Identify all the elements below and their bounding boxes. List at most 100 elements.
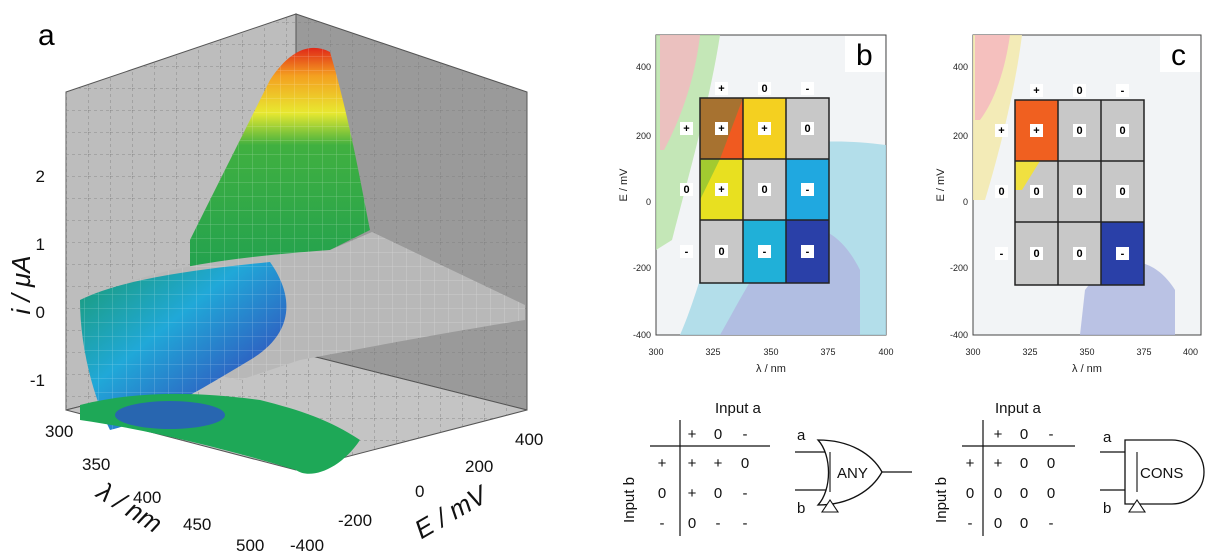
c-y-axis-label: E / mV: [935, 168, 947, 202]
table-b-row-3-head: -: [660, 515, 665, 532]
c-y-tick-400: 400: [953, 62, 968, 72]
cell-label-b-3-1: 0: [718, 246, 724, 258]
c-x-tick-350: 350: [1079, 347, 1094, 357]
z-axis-label: i / μA: [6, 255, 36, 314]
lambda-axis-label: λ / nm: [90, 475, 167, 539]
cell-label-b-2-3: -: [806, 184, 810, 196]
table-b-row-2-c2: 0: [714, 485, 722, 502]
cell-label-c-2-2: 0: [1076, 186, 1082, 198]
green-band-b: [700, 98, 743, 200]
surface-peak-mesh: [190, 47, 370, 280]
surface-trough-mesh: [80, 262, 287, 430]
b-y-tick-neg200: -200: [633, 263, 651, 273]
lambda-tick-450: 450: [183, 515, 211, 534]
cell-label-b-3-2: -: [763, 246, 767, 258]
gate-b-input-a: a: [797, 427, 806, 444]
cell-label-c-1-2: 0: [1076, 125, 1082, 137]
table-c-row-1-c2: 0: [1020, 455, 1028, 472]
table-b-row-2-head: 0: [658, 485, 666, 502]
col-header-b-1: +: [718, 83, 724, 95]
b-y-tick-neg400: -400: [633, 330, 651, 340]
table-b-row-1-c3: 0: [741, 455, 749, 472]
table-b-col-3: -: [743, 426, 748, 443]
cell-label-b-2-1: +: [718, 184, 724, 196]
gate-c-input-a: a: [1103, 429, 1112, 446]
table-c-col-3: -: [1049, 426, 1054, 443]
cell-label-c-3-1: 0: [1033, 248, 1039, 260]
row-header-b-2: 0: [683, 184, 689, 196]
e-tick-0: 0: [415, 482, 424, 501]
truth-table-b: Input a Input b + 0 - + + + 0 0 + 0 - - …: [621, 400, 770, 536]
cell-labels-b: + + 0 + 0 - 0 - -: [715, 122, 814, 258]
table-c-side-label: Input b: [933, 477, 950, 523]
table-c-title: Input a: [995, 400, 1042, 417]
lambda-tick-500: 500: [236, 536, 264, 551]
yellow-band-c: [1015, 161, 1040, 190]
floor-projection-blue: [115, 401, 225, 429]
gate-b-any: a b ANY: [795, 427, 912, 517]
cell-label-c-1-3: 0: [1119, 125, 1125, 137]
table-c-row-2-c2: 0: [1020, 485, 1028, 502]
b-y-axis-label: E / mV: [618, 168, 630, 202]
table-c-row-3-c1: 0: [994, 515, 1002, 532]
lambda-tick-350: 350: [82, 455, 110, 474]
table-c-row-1-head: +: [966, 455, 975, 472]
c-y-tick-neg400: -400: [950, 330, 968, 340]
cell-label-c-2-1: 0: [1033, 186, 1039, 198]
c-x-tick-375: 375: [1136, 347, 1151, 357]
b-x-tick-300: 300: [648, 347, 663, 357]
gate-b-body: [816, 439, 883, 506]
row-header-c-1: +: [998, 125, 1004, 137]
c-x-tick-300: 300: [965, 347, 980, 357]
panel-a: a 2 1 0 -1 i / μA 300 350 400 450 500 λ …: [6, 13, 543, 555]
panel-b-letter: b: [856, 39, 873, 72]
cell-label-b-1-2: +: [761, 123, 767, 135]
table-b-row-3-c3: -: [743, 515, 748, 532]
lambda-tick-300: 300: [45, 422, 73, 441]
b-x-tick-375: 375: [820, 347, 835, 357]
cell-label-b-1-3: 0: [804, 123, 810, 135]
grid-lines-c: [1014, 99, 1145, 286]
gate-b-triangle: [820, 499, 840, 513]
c-x-axis-label: λ / nm: [1072, 363, 1102, 375]
e-tick-400: 400: [515, 430, 543, 449]
panel-c-letter-box: [1160, 36, 1200, 72]
col-header-c-2: 0: [1076, 85, 1082, 97]
cell-label-c-1-1: +: [1033, 125, 1039, 137]
panel-b: + 0 - + 0 - + + 0 + 0 - 0 - - b 400 200 …: [618, 34, 894, 375]
z-tick-0: 0: [36, 303, 45, 322]
col-header-c-3: -: [1121, 85, 1125, 97]
c-y-tick-neg200: -200: [950, 263, 968, 273]
col-header-b-2: 0: [761, 83, 767, 95]
table-b-col-2: 0: [714, 426, 722, 443]
col-header-b-3: -: [806, 83, 810, 95]
table-c-row-3-c3: -: [1049, 515, 1054, 532]
table-b-row-2-c3: -: [743, 485, 748, 502]
gate-b-label: ANY: [837, 465, 868, 482]
cell-label-b-3-3: -: [806, 246, 810, 258]
b-x-tick-350: 350: [763, 347, 778, 357]
col-headers-b: + 0 -: [715, 82, 814, 95]
b-y-tick-200: 200: [636, 131, 651, 141]
col-header-c-1: +: [1033, 85, 1039, 97]
row-headers-b: + 0 -: [680, 122, 693, 258]
table-b-row-1-c2: +: [714, 455, 723, 472]
table-c-col-1: +: [994, 426, 1003, 443]
table-c-row-2-c1: 0: [994, 485, 1002, 502]
col-headers-c: + 0 -: [1030, 84, 1129, 97]
z-tick-1: 1: [36, 235, 45, 254]
row-header-b-3: -: [685, 246, 689, 258]
table-b-row-3-c2: -: [716, 515, 721, 532]
row-header-c-3: -: [1000, 248, 1004, 260]
table-c-row-1-c1: +: [994, 455, 1003, 472]
table-b-side-label: Input b: [621, 477, 638, 523]
e-tick-neg400: -400: [290, 536, 324, 551]
gate-c-input-b: b: [1103, 500, 1111, 517]
pink-region-c: [975, 35, 1010, 120]
grid-lines-b: [699, 97, 830, 284]
table-b-row-3-c1: 0: [688, 515, 696, 532]
cell-labels-c: + 0 0 0 0 0 0 0 -: [1030, 124, 1129, 260]
c-y-tick-0: 0: [963, 197, 968, 207]
b-x-tick-400: 400: [878, 347, 893, 357]
